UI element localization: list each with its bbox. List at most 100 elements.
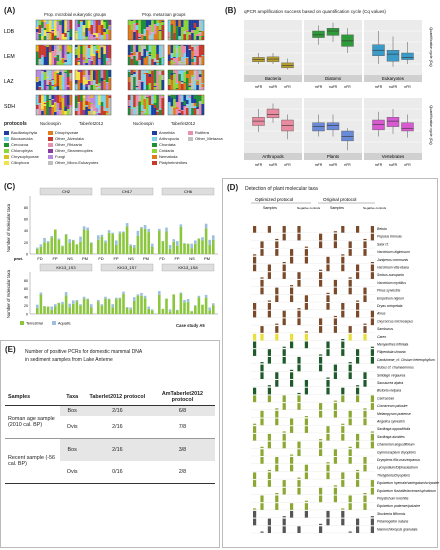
stack-segment bbox=[43, 106, 47, 115]
stack-segment bbox=[128, 20, 131, 22]
detection-cell bbox=[333, 233, 337, 241]
bar-terrestrial bbox=[194, 306, 197, 314]
stack-segment bbox=[41, 95, 44, 103]
taxa-cell: Ovis bbox=[66, 469, 78, 475]
detection-cell bbox=[253, 518, 257, 526]
stack-segment bbox=[140, 35, 144, 40]
taxon-label: Pinus sylvestris bbox=[377, 289, 401, 293]
stack-segment bbox=[138, 33, 142, 37]
y-tick: 60 bbox=[24, 287, 28, 291]
stack-segment bbox=[196, 84, 200, 85]
stack-segment bbox=[135, 87, 139, 88]
stack-segment bbox=[201, 70, 205, 83]
stack-segment bbox=[85, 105, 89, 106]
x-tick: mFR bbox=[315, 85, 323, 89]
detection-cell bbox=[304, 418, 308, 426]
stack-segment bbox=[51, 95, 55, 99]
detection-cell bbox=[341, 510, 345, 518]
stack-segment bbox=[158, 30, 162, 31]
bar-aquatic bbox=[122, 291, 125, 294]
x-tick: nuFR bbox=[269, 163, 278, 167]
detection-tick bbox=[297, 392, 301, 395]
stack-segment bbox=[193, 30, 197, 40]
bar-terrestrial bbox=[143, 228, 147, 254]
detection-cell bbox=[363, 410, 367, 418]
stack-segment bbox=[196, 20, 200, 27]
stack-segment bbox=[98, 86, 101, 87]
detection-tick bbox=[326, 292, 330, 294]
taxon-label: Angelica sylvestris bbox=[376, 420, 405, 424]
stack-segment bbox=[198, 96, 202, 101]
stack-segment bbox=[38, 95, 42, 103]
stack-segment bbox=[146, 97, 149, 98]
taxon-label: Vaccinium myrtillus bbox=[377, 281, 406, 285]
detection-cell bbox=[326, 464, 330, 472]
stack-segment bbox=[61, 59, 65, 61]
stack-segment bbox=[191, 103, 194, 108]
stack-segment bbox=[66, 54, 70, 65]
stack-segment bbox=[103, 28, 107, 29]
x-label: NS bbox=[128, 256, 134, 261]
bar-terrestrial bbox=[161, 241, 165, 254]
detection-cell bbox=[356, 472, 360, 480]
taxon-label: Saxifraga aizoides bbox=[377, 435, 405, 439]
detection-cell bbox=[356, 264, 360, 272]
stack-segment bbox=[103, 54, 107, 61]
stack-segment bbox=[54, 35, 57, 36]
stack-segment bbox=[61, 33, 65, 34]
taxon-label: Dryopteris filix-mas/expansa bbox=[377, 458, 420, 462]
stack-segment bbox=[191, 59, 194, 62]
legend-item: Other_Rhizaria bbox=[48, 142, 82, 147]
stack-segment bbox=[41, 57, 44, 65]
header-taxa: Taxa bbox=[66, 394, 79, 400]
y-tick: 20 bbox=[24, 241, 28, 245]
legend-swatch bbox=[4, 130, 9, 135]
stack-segment bbox=[130, 59, 134, 65]
stack-segment bbox=[43, 36, 47, 40]
detection-tick bbox=[370, 431, 374, 433]
stack-segment bbox=[90, 95, 94, 98]
legend-item: Chrysophyceae bbox=[4, 154, 39, 159]
detection-cell bbox=[333, 449, 337, 456]
stack-segment bbox=[87, 95, 91, 102]
detection-cell bbox=[290, 426, 294, 433]
stack-segment bbox=[82, 36, 86, 40]
stack-segment bbox=[43, 70, 47, 72]
bar-terrestrial bbox=[36, 248, 39, 254]
stack-segment bbox=[54, 56, 57, 57]
stack-segment bbox=[82, 63, 86, 65]
bar-terrestrial bbox=[212, 239, 215, 254]
protocol-2: Taberlet2012 bbox=[79, 121, 104, 126]
box bbox=[386, 117, 400, 127]
bar-aquatic bbox=[107, 230, 111, 233]
bar-terrestrial bbox=[79, 241, 82, 254]
stack-segment bbox=[140, 20, 144, 33]
stack-segment bbox=[90, 103, 94, 104]
stack-segment bbox=[161, 22, 165, 25]
detection-tick bbox=[341, 254, 345, 256]
stack-segment bbox=[180, 45, 184, 57]
stack-segment bbox=[43, 28, 47, 30]
bar-terrestrial bbox=[86, 299, 89, 314]
y-tick: 60 bbox=[24, 218, 28, 222]
detection-cell bbox=[253, 310, 257, 318]
stack-segment bbox=[69, 70, 73, 73]
stack-segment bbox=[95, 37, 99, 38]
stack-segment bbox=[156, 111, 160, 112]
detection-cell bbox=[363, 457, 367, 464]
stack-segment bbox=[198, 75, 202, 77]
stack-segment bbox=[138, 81, 142, 90]
x-tick: nuFR bbox=[329, 163, 338, 167]
stack-segment bbox=[191, 47, 194, 51]
detection-tick bbox=[333, 485, 337, 487]
bar-terrestrial bbox=[158, 230, 161, 254]
stack-segment bbox=[75, 85, 78, 90]
stack-segment bbox=[186, 108, 189, 115]
t12-cell: 2/16 bbox=[84, 438, 150, 461]
stack-segment bbox=[105, 108, 109, 111]
detection-tick bbox=[333, 315, 337, 318]
stack-segment bbox=[93, 33, 96, 35]
stack-segment bbox=[156, 71, 160, 81]
legend-label: Fungi bbox=[55, 154, 66, 159]
detection-cell bbox=[348, 495, 352, 503]
